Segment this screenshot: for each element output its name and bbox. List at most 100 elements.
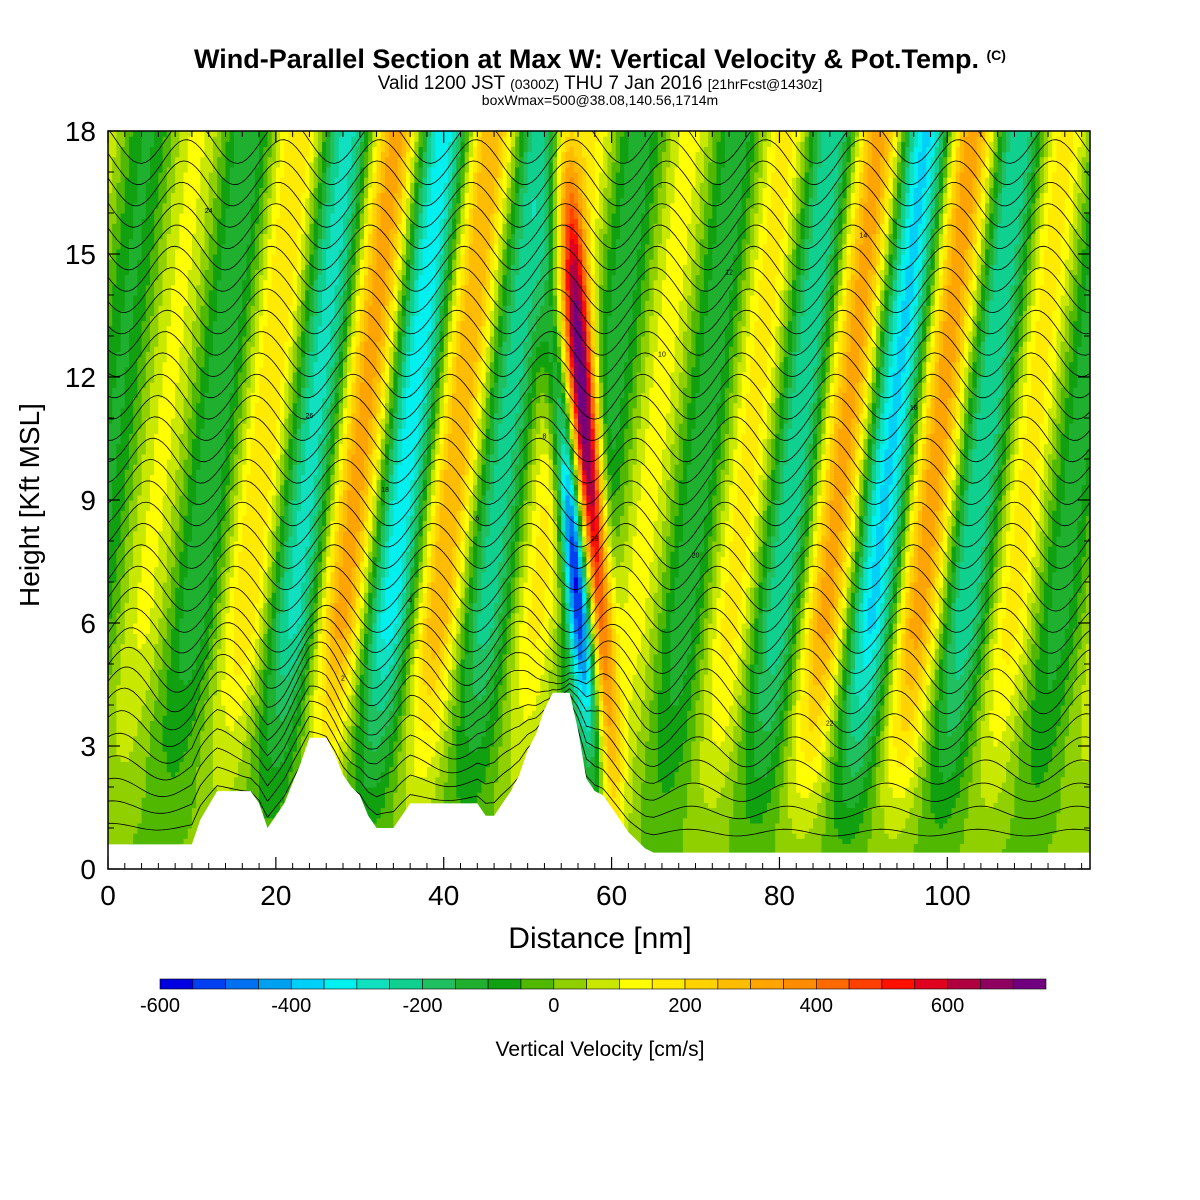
field-cell bbox=[250, 464, 256, 470]
field-cell bbox=[208, 658, 214, 665]
field-cell bbox=[158, 218, 164, 224]
field-cell bbox=[191, 459, 197, 465]
field-cell bbox=[217, 377, 222, 383]
field-cell bbox=[191, 387, 197, 393]
field-cell bbox=[149, 541, 155, 547]
field-cell bbox=[250, 740, 256, 747]
field-cell bbox=[212, 535, 218, 542]
field-cell bbox=[221, 259, 227, 265]
field-cell bbox=[175, 781, 180, 788]
field-cell bbox=[154, 243, 159, 250]
field-cell bbox=[124, 720, 130, 727]
field-cell bbox=[191, 715, 197, 721]
field-cell bbox=[137, 623, 143, 629]
field-cell bbox=[116, 361, 122, 368]
field-cell bbox=[200, 346, 206, 352]
field-cell bbox=[212, 571, 218, 578]
field-cell bbox=[183, 648, 189, 655]
field-cell bbox=[120, 156, 126, 163]
field-cell bbox=[175, 156, 180, 163]
field-cell bbox=[242, 361, 248, 368]
field-cell bbox=[204, 756, 210, 762]
field-cell bbox=[137, 182, 143, 188]
field-cell bbox=[238, 484, 243, 491]
field-cell bbox=[149, 479, 155, 486]
field-cell bbox=[208, 623, 214, 629]
field-cell bbox=[196, 187, 201, 194]
field-cell bbox=[221, 141, 227, 147]
field-cell bbox=[204, 387, 210, 393]
field-cell bbox=[196, 366, 201, 373]
field-cell bbox=[149, 802, 155, 809]
field-cell bbox=[170, 684, 176, 691]
field-cell bbox=[179, 248, 185, 255]
field-cell bbox=[196, 177, 201, 183]
field-cell bbox=[108, 515, 113, 522]
field-cell bbox=[149, 351, 155, 358]
field-cell bbox=[112, 674, 117, 680]
field-cell bbox=[196, 351, 201, 358]
field-cell bbox=[212, 300, 218, 306]
field-cell bbox=[112, 715, 117, 721]
field-cell bbox=[233, 551, 239, 557]
field-cell bbox=[212, 351, 218, 358]
field-cell bbox=[120, 151, 126, 158]
field-cell bbox=[196, 377, 201, 383]
field-cell bbox=[149, 828, 155, 834]
field-cell bbox=[200, 151, 206, 158]
field-cell bbox=[212, 546, 218, 552]
field-cell bbox=[112, 464, 117, 470]
field-cell bbox=[120, 310, 126, 317]
field-cell bbox=[229, 453, 235, 460]
field-cell bbox=[183, 315, 189, 322]
field-cell bbox=[145, 571, 151, 578]
field-cell bbox=[208, 761, 214, 768]
field-cell bbox=[170, 617, 176, 624]
field-cell bbox=[128, 433, 134, 440]
field-cell bbox=[108, 146, 113, 153]
field-cell bbox=[204, 156, 210, 163]
field-cell bbox=[212, 371, 218, 378]
field-cell bbox=[154, 284, 159, 291]
field-cell bbox=[162, 510, 168, 516]
field-cell bbox=[124, 264, 130, 270]
field-cell bbox=[212, 187, 218, 194]
field-cell bbox=[191, 254, 197, 260]
field-cell bbox=[233, 407, 239, 414]
field-cell bbox=[120, 197, 126, 204]
field-cell bbox=[112, 423, 117, 429]
field-cell bbox=[112, 443, 117, 450]
field-cell bbox=[145, 699, 151, 706]
field-cell bbox=[175, 351, 180, 358]
field-cell bbox=[158, 638, 164, 645]
field-cell bbox=[120, 407, 126, 414]
field-cell bbox=[229, 761, 235, 768]
field-cell bbox=[133, 141, 138, 147]
field-cell bbox=[208, 515, 214, 522]
field-cell bbox=[154, 412, 159, 419]
field-cell bbox=[170, 576, 176, 583]
field-cell bbox=[183, 448, 189, 455]
field-cell bbox=[246, 658, 252, 665]
field-cell bbox=[124, 356, 130, 363]
field-cell bbox=[137, 228, 143, 235]
field-cell bbox=[187, 797, 193, 803]
field-cell bbox=[137, 397, 143, 404]
field-cell bbox=[183, 658, 189, 665]
field-cell bbox=[225, 387, 231, 393]
field-cell bbox=[124, 289, 130, 296]
field-cell bbox=[204, 776, 210, 783]
field-cell bbox=[221, 592, 227, 598]
field-cell bbox=[225, 500, 231, 506]
field-cell bbox=[170, 289, 176, 296]
field-cell bbox=[191, 469, 197, 475]
field-cell bbox=[212, 382, 218, 388]
field-cell bbox=[208, 561, 214, 568]
field-cell bbox=[191, 515, 197, 522]
field-cell bbox=[246, 192, 252, 199]
field-cell bbox=[124, 479, 130, 486]
field-cell bbox=[175, 392, 180, 399]
field-cell bbox=[238, 366, 243, 373]
field-cell bbox=[233, 751, 239, 757]
field-cell bbox=[208, 638, 214, 645]
